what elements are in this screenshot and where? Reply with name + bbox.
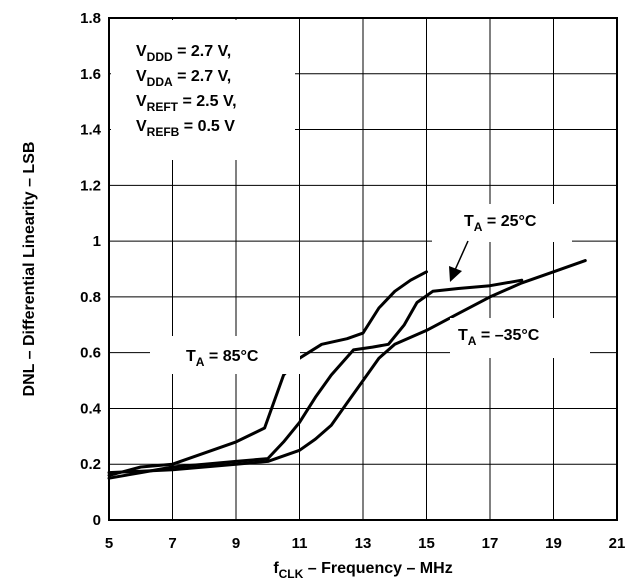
arrow-25c-shaft — [454, 240, 469, 271]
y-tick-labels: 0 0.2 0.4 0.6 0.8 1 1.2 1.4 1.6 1.8 — [80, 10, 102, 529]
condition-line: VDDD = 2.7 V, — [136, 43, 231, 64]
grid-lines — [109, 18, 617, 520]
y-tick-label: 1.6 — [80, 66, 101, 83]
x-axis-label: fCLK – Frequency – MHz — [273, 560, 452, 581]
y-tick-label: 1 — [93, 233, 101, 250]
y-tick-label: 0 — [93, 512, 101, 529]
series-minus35c-line — [107, 259, 587, 475]
y-tick-label: 0.2 — [80, 456, 101, 473]
arrow-25c-head — [449, 266, 462, 282]
x-tick-label: 17 — [482, 535, 499, 552]
y-tick-label: 1.4 — [80, 122, 102, 139]
y-tick-label: 0.8 — [80, 289, 101, 306]
x-tick-label: 19 — [545, 535, 562, 552]
label-minus35c: TA = –35°C — [458, 327, 540, 348]
x-tick-label: 21 — [609, 535, 626, 552]
y-tick-label: 0.6 — [80, 345, 101, 362]
y-tick-label: 1.8 — [80, 10, 101, 27]
label-25c-bg — [432, 204, 572, 242]
conditions-text: VDDD = 2.7 V, VDDA = 2.7 V, VREFT = 2.5 V,… — [136, 43, 237, 139]
condition-line: VREFB = 0.5 V — [136, 118, 235, 139]
label-m35c-bg — [450, 318, 590, 358]
x-tick-label: 9 — [232, 535, 240, 552]
y-axis-label: DNL – Differential Linearity – LSB — [21, 142, 38, 397]
x-tick-label: 5 — [105, 535, 113, 552]
y-tick-label: 1.2 — [80, 177, 101, 194]
label-25c: TA = 25°C — [464, 213, 537, 234]
x-tick-labels: 5 7 9 11 13 15 17 19 21 — [105, 535, 626, 552]
label-85c-bg — [150, 336, 300, 374]
x-tick-label: 7 — [168, 535, 176, 552]
y-tick-label: 0.4 — [80, 400, 102, 417]
x-tick-label: 11 — [292, 535, 308, 552]
condition-line: VDDA = 2.7 V, — [136, 68, 231, 89]
series-25c-line — [107, 278, 524, 480]
plot-frame — [108, 17, 618, 521]
label-85c: TA = 85°C — [186, 348, 259, 369]
x-tick-label: 13 — [355, 535, 372, 552]
condition-line: VREFT = 2.5 V, — [136, 93, 237, 114]
x-tick-label: 15 — [418, 535, 435, 552]
conditions-box — [111, 20, 295, 160]
